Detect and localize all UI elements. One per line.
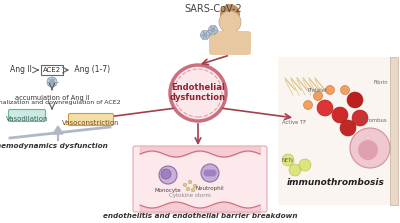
Circle shape [204, 169, 210, 176]
Circle shape [201, 164, 219, 182]
Circle shape [193, 184, 197, 188]
Circle shape [220, 4, 240, 24]
Circle shape [350, 128, 390, 168]
Circle shape [210, 27, 216, 33]
Circle shape [332, 107, 348, 123]
Text: hemodynamics dysfunction: hemodynamics dysfunction [0, 143, 108, 149]
FancyBboxPatch shape [8, 109, 46, 122]
Circle shape [352, 110, 368, 126]
Text: NETs: NETs [282, 158, 294, 163]
Polygon shape [53, 126, 63, 134]
FancyBboxPatch shape [224, 26, 236, 36]
FancyBboxPatch shape [41, 65, 63, 75]
Text: Fibrin: Fibrin [373, 80, 388, 85]
Circle shape [210, 169, 216, 176]
Circle shape [208, 25, 218, 35]
FancyBboxPatch shape [68, 114, 114, 126]
Text: Monocyte: Monocyte [155, 188, 181, 193]
Text: immunothrombosis: immunothrombosis [287, 178, 385, 187]
Circle shape [282, 154, 294, 166]
Circle shape [304, 101, 312, 109]
Bar [390, 57, 398, 205]
Text: Neutrophil: Neutrophil [196, 186, 224, 191]
Circle shape [200, 31, 210, 39]
Circle shape [340, 120, 356, 136]
Text: Vasodilation: Vasodilation [6, 116, 48, 122]
Circle shape [326, 85, 334, 95]
Circle shape [183, 183, 187, 187]
Circle shape [49, 79, 55, 85]
Circle shape [206, 169, 214, 176]
Text: Thrombus: Thrombus [361, 118, 388, 123]
Text: Vasoconstriction: Vasoconstriction [62, 120, 120, 126]
Circle shape [159, 166, 177, 184]
Text: Platelet: Platelet [308, 88, 328, 93]
FancyBboxPatch shape [133, 146, 267, 212]
Circle shape [191, 188, 195, 192]
Circle shape [347, 92, 363, 108]
Circle shape [161, 169, 171, 179]
Circle shape [299, 159, 311, 171]
Circle shape [170, 65, 226, 121]
FancyBboxPatch shape [278, 57, 396, 205]
Circle shape [289, 164, 301, 176]
Text: Endothelial: Endothelial [171, 83, 225, 93]
Text: SARS-CoV-2: SARS-CoV-2 [184, 4, 242, 14]
Circle shape [219, 11, 241, 33]
Text: dysfunction: dysfunction [170, 93, 226, 103]
Circle shape [47, 77, 57, 87]
Circle shape [202, 33, 208, 37]
Text: internalization and downregulation of ACE2: internalization and downregulation of AC… [0, 100, 120, 105]
Text: ACE2: ACE2 [43, 67, 61, 73]
Text: accumulation of Ang II: accumulation of Ang II [15, 95, 89, 101]
Circle shape [358, 140, 378, 160]
Circle shape [188, 180, 192, 184]
Text: Ang II: Ang II [10, 66, 34, 74]
FancyBboxPatch shape [209, 31, 251, 55]
Text: Cytokine storm: Cytokine storm [169, 193, 211, 198]
Text: endothelitis and endothelial barrier breakdown: endothelitis and endothelial barrier bre… [103, 213, 297, 219]
Circle shape [317, 100, 333, 116]
Text: Active TF: Active TF [282, 120, 306, 125]
Circle shape [186, 187, 190, 191]
Circle shape [340, 85, 350, 95]
Circle shape [314, 91, 322, 101]
Text: Ang (1-7): Ang (1-7) [72, 66, 110, 74]
